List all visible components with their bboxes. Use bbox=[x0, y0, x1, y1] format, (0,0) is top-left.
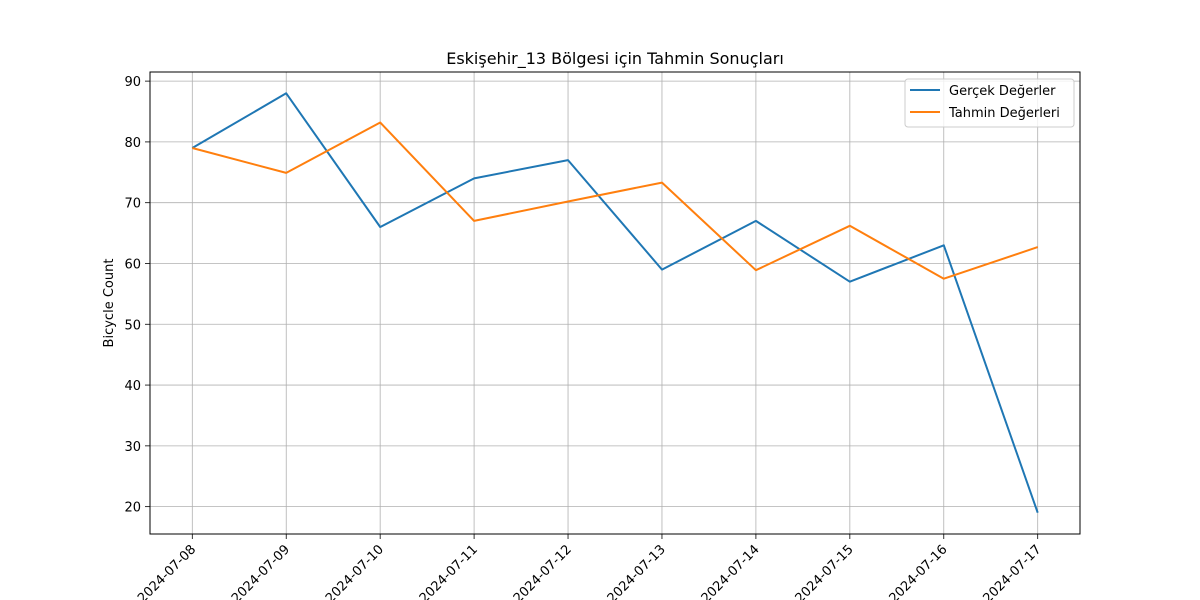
y-tick-label: 70 bbox=[124, 197, 141, 212]
x-tick-label: 2024-07-09 bbox=[229, 542, 293, 600]
plot-frame bbox=[149, 71, 1081, 535]
x-tick-label: 2024-07-14 bbox=[699, 542, 763, 600]
x-tick-label: 2024-07-13 bbox=[605, 542, 669, 600]
grid bbox=[150, 72, 1080, 534]
legend-label: Tahmin Değerleri bbox=[948, 106, 1060, 121]
x-tick-label: 2024-07-11 bbox=[417, 542, 481, 600]
series-line-2 bbox=[192, 121, 1039, 280]
y-tick-label: 90 bbox=[124, 75, 141, 90]
x-tick-label: 2024-07-17 bbox=[980, 542, 1044, 600]
series-layer bbox=[191, 92, 1039, 514]
y-tick-label: 60 bbox=[124, 257, 141, 272]
y-tick-label: 20 bbox=[124, 501, 141, 516]
x-tick-label: 2024-07-16 bbox=[887, 542, 951, 600]
x-tick-label: 2024-07-08 bbox=[135, 542, 199, 600]
y-tick-label: 40 bbox=[124, 379, 141, 394]
x-tick-label: 2024-07-10 bbox=[323, 542, 387, 600]
y-axis: 20 30 40 50 60 70 80 90 bbox=[124, 75, 150, 516]
y-axis-label: Bicycle Count bbox=[102, 259, 117, 348]
y-tick-label: 50 bbox=[124, 318, 141, 333]
y-tick-label: 80 bbox=[124, 136, 141, 151]
x-axis: 2024-07-08 2024-07-09 2024-07-10 2024-07-11… bbox=[135, 534, 1045, 600]
y-tick-label: 30 bbox=[124, 440, 141, 455]
x-tick-label: 2024-07-15 bbox=[793, 542, 857, 600]
chart-title: Eskişehir_13 Bölgesi için Tahmin Sonuçla… bbox=[446, 49, 784, 69]
legend-box bbox=[904, 78, 1075, 128]
legend: Gerçek Değerler Tahmin Değerleri bbox=[904, 78, 1075, 128]
legend-label: Gerçek Değerler bbox=[949, 84, 1056, 99]
x-tick-label: 2024-07-12 bbox=[511, 542, 575, 600]
series-line-1 bbox=[191, 92, 1039, 514]
